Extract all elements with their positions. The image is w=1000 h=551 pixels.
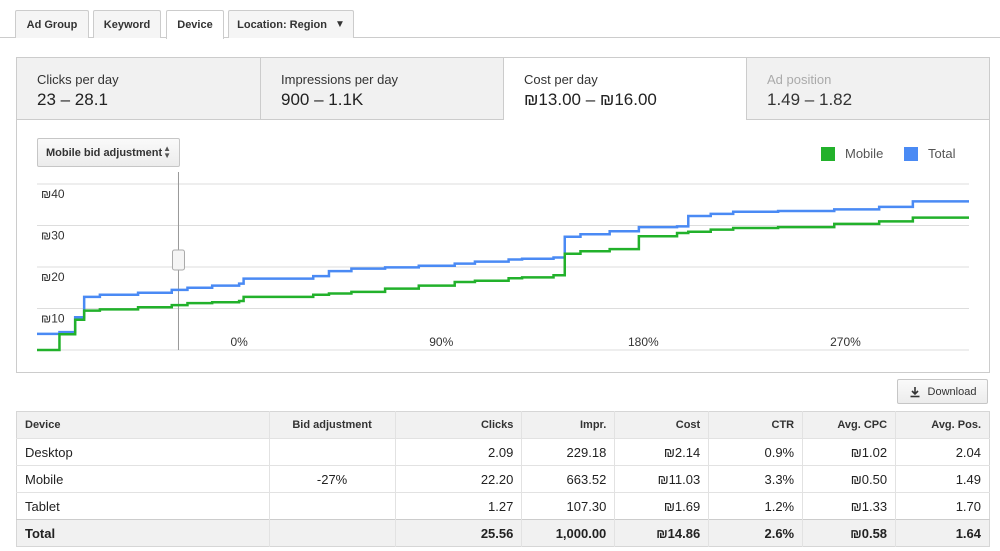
col-avg-cpc[interactable]: Avg. CPC — [802, 411, 897, 439]
cell-bid-adjustment[interactable] — [269, 438, 396, 466]
metric-tab-clicks[interactable]: Clicks per day 23 – 28.1 — [17, 58, 261, 120]
tab-device[interactable]: Device — [166, 10, 224, 39]
tab-keyword[interactable]: Keyword — [93, 10, 161, 38]
cell-ctr: 3.3% — [708, 465, 804, 493]
tab-label: Device — [177, 19, 213, 31]
cell-cost: ₪11.03 — [614, 465, 710, 493]
legend-swatch-total — [904, 146, 918, 161]
legend-item-mobile: Mobile — [821, 146, 883, 161]
metric-label: Cost per day — [524, 72, 598, 87]
cell-avg-pos: 1.70 — [895, 492, 990, 520]
download-label: Download — [927, 385, 977, 398]
cost-per-day-chart: ₪10 ₪20 ₪30 ₪40 0% 90% 180% 270% — [37, 172, 969, 352]
view-tabs: Ad Group Keyword Device Location: Region… — [0, 0, 1000, 39]
updown-arrows-icon: ▲ ▼ — [163, 144, 171, 160]
col-bid-adjustment[interactable]: Bid adjustment — [269, 411, 396, 439]
metric-tab-cost[interactable]: Cost per day ₪13.00 – ₪16.00 — [504, 58, 747, 120]
col-impressions[interactable]: Impr. — [521, 411, 616, 439]
bid-simulator-panel: Clicks per day 23 – 28.1 Impressions per… — [16, 57, 990, 373]
tab-label: Location: Region — [237, 18, 327, 31]
metric-value: 900 – 1.1K — [281, 90, 364, 109]
metric-value: ₪13.00 – ₪16.00 — [524, 90, 657, 109]
cell-avg-cpc: ₪0.58 — [802, 519, 897, 547]
cell-ctr: 1.2% — [708, 492, 804, 520]
cell-impressions: 663.52 — [521, 465, 616, 493]
cell-avg-pos: 2.04 — [895, 438, 990, 466]
table-row: Desktop 2.09 229.18 ₪2.14 0.9% ₪1.02 2.0… — [16, 438, 990, 466]
cell-clicks: 1.27 — [395, 492, 523, 520]
y-tick-label: ₪20 — [41, 270, 65, 284]
metric-value: 23 – 28.1 — [37, 90, 108, 109]
table-total-row: Total 25.56 1,000.00 ₪14.86 2.6% ₪0.58 1… — [16, 519, 990, 547]
cell-clicks: 22.20 — [395, 465, 523, 493]
cell-device: Tablet — [16, 492, 270, 520]
cell-avg-pos: 1.64 — [895, 519, 990, 547]
cell-impressions: 107.30 — [521, 492, 616, 520]
cell-impressions: 229.18 — [521, 438, 616, 466]
col-ctr[interactable]: CTR — [708, 411, 804, 439]
cell-device: Desktop — [16, 438, 270, 466]
tab-location-region[interactable]: Location: Region ▼ — [228, 10, 354, 38]
select-label: Mobile bid adjustment — [46, 146, 163, 159]
metric-label: Ad position — [767, 72, 832, 87]
legend-item-total: Total — [904, 146, 955, 161]
table-header-row: Device Bid adjustment Clicks Impr. Cost … — [16, 411, 990, 439]
table-row: Tablet 1.27 107.30 ₪1.69 1.2% ₪1.33 1.70 — [16, 492, 990, 520]
cell-bid-adjustment[interactable] — [269, 492, 396, 520]
cell-avg-cpc: ₪1.02 — [802, 438, 897, 466]
cell-clicks: 2.09 — [395, 438, 523, 466]
cell-cost: ₪1.69 — [614, 492, 710, 520]
bid-marker-handle[interactable] — [171, 249, 185, 271]
bid-adjustment-select[interactable]: Mobile bid adjustment ▲ ▼ — [37, 138, 180, 167]
metric-tabs: Clicks per day 23 – 28.1 Impressions per… — [17, 58, 989, 120]
cell-cost: ₪14.86 — [614, 519, 710, 547]
download-button[interactable]: Download — [897, 379, 988, 404]
x-tick-label: 180% — [628, 335, 659, 349]
series-line-total — [37, 200, 969, 336]
tab-ad-group[interactable]: Ad Group — [15, 10, 89, 38]
x-tick-label: 90% — [429, 335, 453, 349]
col-cost[interactable]: Cost — [614, 411, 710, 439]
legend-swatch-mobile — [821, 146, 835, 161]
cell-avg-cpc: ₪0.50 — [802, 465, 897, 493]
download-icon — [910, 386, 920, 397]
legend-label: Total — [928, 146, 956, 161]
y-tick-label: ₪40 — [41, 187, 65, 201]
cell-ctr: 0.9% — [708, 438, 804, 466]
col-clicks[interactable]: Clicks — [395, 411, 523, 439]
tab-label: Keyword — [103, 18, 151, 31]
cell-impressions: 1,000.00 — [521, 519, 616, 547]
tab-label: Ad Group — [26, 18, 78, 31]
cell-avg-pos: 1.49 — [895, 465, 990, 493]
x-tick-label: 270% — [830, 335, 861, 349]
metric-tab-ad-position[interactable]: Ad position 1.49 – 1.82 — [747, 58, 989, 120]
cell-device: Total — [16, 519, 270, 547]
cell-device: Mobile — [16, 465, 270, 493]
series-line-mobile — [37, 216, 969, 352]
dropdown-caret-icon: ▼ — [334, 19, 345, 30]
metric-label: Clicks per day — [37, 72, 119, 87]
cell-cost: ₪2.14 — [614, 438, 710, 466]
cell-ctr: 2.6% — [708, 519, 804, 547]
table-row: Mobile -27% 22.20 663.52 ₪11.03 3.3% ₪0.… — [16, 465, 990, 493]
col-device[interactable]: Device — [16, 411, 270, 439]
col-avg-pos[interactable]: Avg. Pos. — [895, 411, 990, 439]
metric-label: Impressions per day — [281, 72, 399, 87]
metric-value: 1.49 – 1.82 — [767, 90, 853, 109]
x-tick-label: 0% — [230, 335, 248, 349]
device-table: Device Bid adjustment Clicks Impr. Cost … — [16, 411, 990, 547]
metric-tab-impressions[interactable]: Impressions per day 900 – 1.1K — [261, 58, 504, 120]
cell-bid-adjustment — [269, 519, 396, 547]
y-tick-label: ₪30 — [41, 229, 65, 243]
cell-avg-cpc: ₪1.33 — [802, 492, 897, 520]
legend-label: Mobile — [845, 146, 884, 161]
y-tick-label: ₪10 — [41, 312, 65, 326]
cell-bid-adjustment[interactable]: -27% — [269, 465, 396, 493]
cell-clicks: 25.56 — [395, 519, 523, 547]
